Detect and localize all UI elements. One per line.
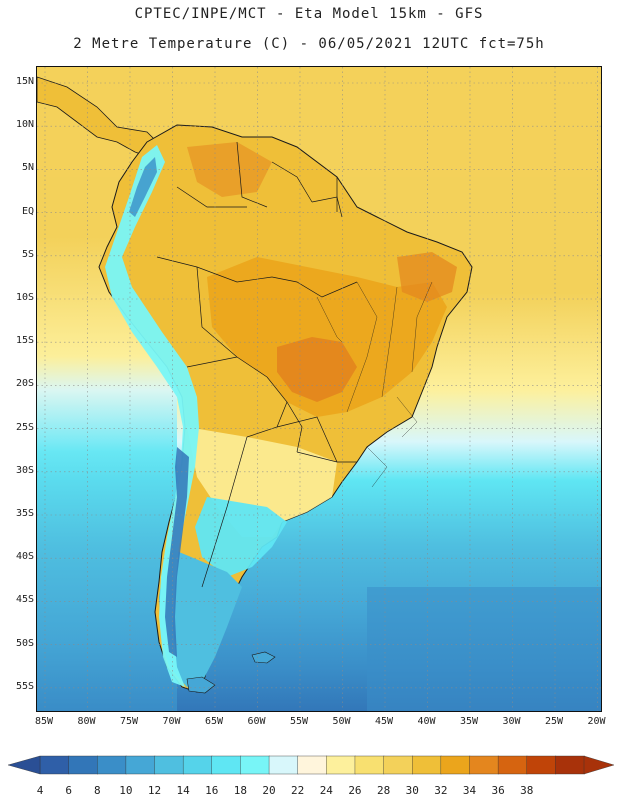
state-borders (316, 281, 433, 488)
lat-label: 5N (21, 162, 34, 174)
lon-label: 45W (374, 716, 394, 727)
lat-label: 25S (15, 421, 34, 433)
map-subtitle: 2 Metre Temperature (C) - 06/05/2021 12U… (73, 36, 545, 52)
map-title: CPTEC/INPE/MCT - Eta Model 15km - GFS (134, 6, 484, 22)
tierra-del-fuego (186, 676, 216, 694)
lat-label: 40S (15, 551, 34, 563)
lon-label: 85W (34, 716, 54, 727)
color-scale-label: 26 (348, 784, 362, 797)
lon-label: 70W (162, 716, 181, 727)
color-scale-swatch (125, 755, 156, 775)
color-scale-label: 28 (376, 784, 391, 797)
color-scale-label: 8 (93, 784, 101, 797)
color-scale-label: 4 (36, 784, 44, 797)
lon-label: 80W (77, 716, 96, 727)
lon-label: 50W (332, 716, 351, 727)
color-scale-swatch (555, 755, 585, 775)
color-scale-label: 22 (291, 784, 305, 797)
pampas-cool (195, 497, 287, 577)
country-borders (156, 141, 358, 588)
lon-label: 30W (502, 716, 521, 727)
lat-label: 35S (15, 508, 34, 519)
color-scale-label: 14 (176, 784, 190, 797)
caribbean-sea (37, 67, 601, 177)
lat-label: 55S (15, 680, 34, 692)
color-scale-swatch (240, 755, 270, 775)
lon-label: 35W (459, 716, 479, 727)
color-scale-label: 16 (205, 784, 219, 797)
lat-label: 15N (15, 76, 34, 87)
color-scale-swatch (154, 755, 184, 775)
patagonia-cold (159, 547, 242, 687)
lon-label: 55W (289, 716, 309, 727)
falkland-islands (251, 651, 276, 664)
color-scale-label: 10 (119, 784, 133, 797)
color-scale-label: 36 (491, 784, 505, 797)
color-scale-swatch (182, 755, 213, 775)
color-scale-swatch (68, 755, 98, 775)
andes-high-peaks (165, 447, 189, 657)
color-scale-label: 24 (319, 784, 333, 797)
northern-andes-peaks (129, 157, 157, 217)
lat-label: 15S (15, 335, 34, 347)
northeast-hot-spot (397, 252, 457, 302)
color-scale-swatch (297, 755, 328, 775)
color-scale-label: 12 (147, 784, 162, 797)
color-scale-label: 34 (462, 784, 477, 797)
color-scale-swatch (497, 755, 528, 775)
lat-label: 30S (15, 464, 34, 476)
lon-label: 40W (417, 716, 436, 727)
color-scale-swatch (440, 755, 471, 775)
lat-label: 10S (15, 292, 34, 303)
color-scale-bar (7, 755, 615, 775)
color-scale-swatch (211, 755, 242, 775)
color-scale-swatch (383, 755, 413, 775)
lat-label: 20S (15, 378, 34, 390)
central-hot-spot (277, 337, 357, 402)
temperature-map[interactable] (36, 66, 602, 712)
lon-label: 60W (247, 716, 266, 727)
color-scale-left-arrow (7, 755, 41, 775)
color-scale-label: 30 (405, 784, 419, 797)
lat-label: 5S (21, 248, 34, 260)
lat-label: 50S (15, 637, 34, 649)
lon-label: 25W (544, 716, 564, 727)
southeast-ocean-cold (367, 587, 601, 711)
lat-label: EQ (21, 205, 34, 217)
color-scale-swatch (412, 755, 442, 775)
color-scale-swatch (526, 755, 557, 775)
map-canvas (37, 67, 601, 711)
color-scale-label: 38 (520, 784, 534, 797)
color-scale-swatch (39, 755, 70, 775)
lat-label: 45S (15, 594, 34, 606)
color-scale-label: 20 (262, 784, 276, 797)
color-scale-right-arrow (583, 755, 615, 775)
lon-label: 75W (119, 716, 139, 727)
color-scale-swatch (326, 755, 356, 775)
color-scale-label: 6 (65, 784, 72, 797)
lon-label: 20W (587, 716, 606, 727)
color-scale-label: 18 (233, 784, 248, 797)
color-scale-swatch (268, 755, 299, 775)
venezuela-hot (187, 142, 272, 197)
lon-label: 65W (204, 716, 224, 727)
color-scale-swatch (469, 755, 499, 775)
lat-label: 10N (15, 119, 34, 131)
color-scale-swatch (97, 755, 127, 775)
color-scale-swatch (354, 755, 385, 775)
color-scale-label: 32 (434, 784, 448, 797)
